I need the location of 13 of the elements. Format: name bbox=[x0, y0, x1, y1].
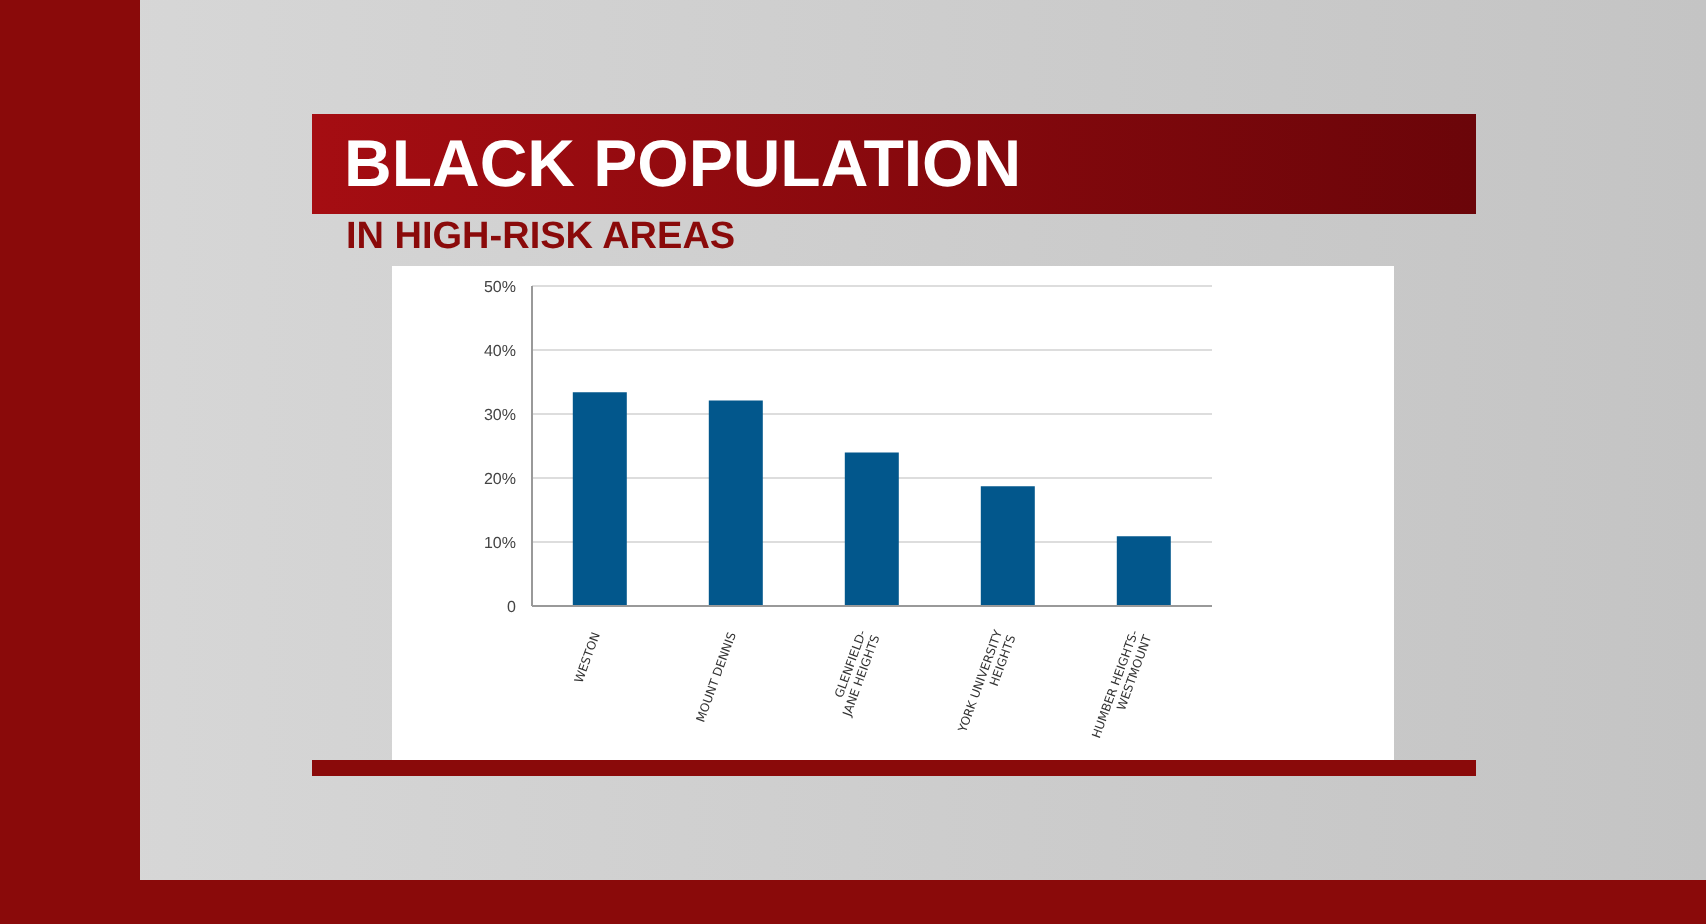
bar bbox=[1116, 536, 1171, 606]
bar bbox=[572, 392, 627, 606]
y-tick-label: 30% bbox=[483, 405, 516, 424]
bar bbox=[708, 400, 763, 606]
y-tick-label: 0 bbox=[507, 597, 518, 616]
chart-subtitle: IN HIGH-RISK AREAS bbox=[346, 216, 736, 260]
y-tick-label: 10% bbox=[483, 533, 516, 552]
y-tick-label: 20% bbox=[483, 469, 516, 488]
y-tick-label: 50% bbox=[483, 277, 516, 296]
chart-title: BLACK POPULATION bbox=[312, 114, 1476, 214]
bar bbox=[980, 486, 1035, 606]
y-tick-label: 40% bbox=[483, 341, 516, 360]
bar bbox=[844, 452, 899, 606]
